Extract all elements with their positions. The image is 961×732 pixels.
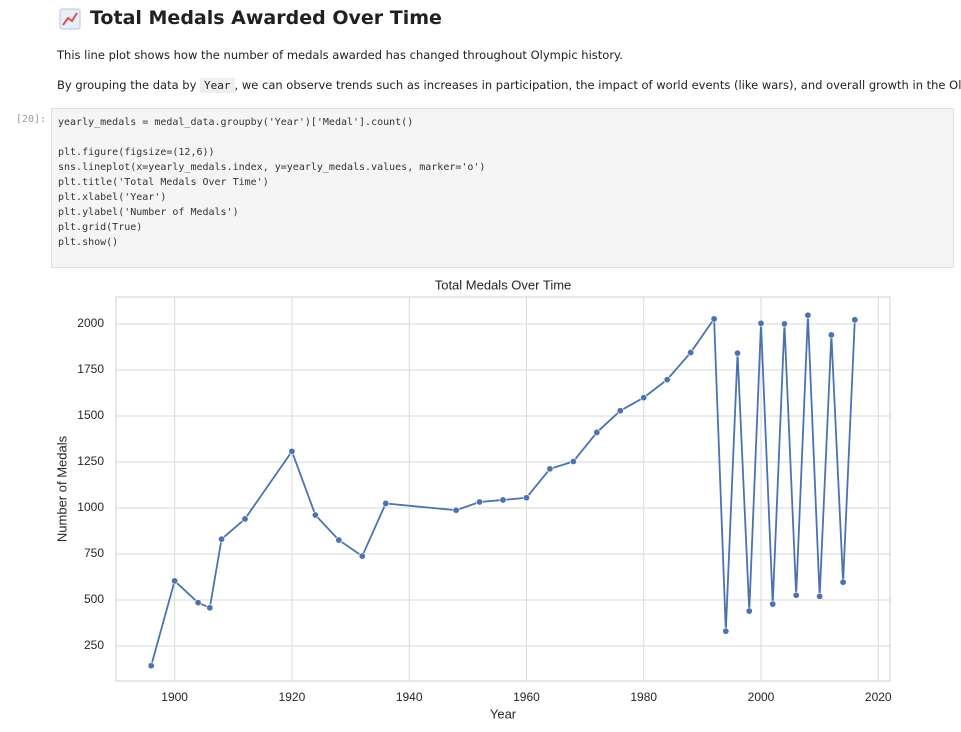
code-line: plt.xlabel('Year') <box>58 192 167 203</box>
code-line: plt.grid(True) <box>58 222 143 233</box>
data-point <box>827 331 835 339</box>
data-point <box>663 376 671 384</box>
x-tick-label: 1920 <box>279 690 306 704</box>
code-line: plt.show() <box>58 237 119 248</box>
code-line: plt.ylabel('Number of Medals') <box>58 207 239 218</box>
x-tick-label: 2020 <box>865 690 892 704</box>
chart-title: Total Medals Over Time <box>435 277 572 292</box>
heading: Total Medals Awarded Over Time <box>90 7 442 29</box>
chart: Total Medals Over Time Year Number of Me… <box>54 277 892 721</box>
y-tick-label: 1000 <box>77 500 104 514</box>
x-tick-label: 2000 <box>748 690 775 704</box>
data-point <box>194 599 202 607</box>
chart-icon <box>59 8 81 30</box>
x-tick-label: 1980 <box>630 690 657 704</box>
data-point <box>757 319 765 327</box>
data-point <box>745 607 753 615</box>
data-point <box>769 600 777 608</box>
data-point <box>546 465 554 473</box>
cell-prompt: [20]: <box>16 114 47 125</box>
code-line: yearly_medals = medal_data.groupby('Year… <box>58 117 414 128</box>
data-point <box>241 515 249 523</box>
data-point <box>616 407 624 415</box>
data-point <box>851 316 859 324</box>
data-point <box>499 496 507 504</box>
data-point <box>722 627 730 635</box>
y-tick-label: 750 <box>84 546 104 560</box>
y-tick-label: 500 <box>84 592 104 606</box>
data-point <box>792 591 800 599</box>
data-point <box>206 604 214 612</box>
data-point <box>335 536 343 544</box>
data-point <box>839 578 847 586</box>
y-tick-label: 2000 <box>77 316 104 330</box>
paragraph: By grouping the data by Year, we can obs… <box>57 78 961 93</box>
data-point <box>816 592 824 600</box>
data-point <box>311 511 319 519</box>
y-tick-label: 1750 <box>77 362 104 376</box>
y-axis-label: Number of Medals <box>54 435 69 542</box>
code-cell[interactable]: yearly_medals = medal_data.groupby('Year… <box>51 108 954 268</box>
code-line: plt.title('Total Medals Over Time') <box>58 177 269 188</box>
data-point <box>593 428 601 436</box>
data-point <box>522 494 530 502</box>
y-tick-label: 1250 <box>77 454 104 468</box>
paragraph: This line plot shows how the number of m… <box>57 48 623 62</box>
y-tick-label: 1500 <box>77 408 104 422</box>
data-point <box>687 349 695 357</box>
plot-frame <box>115 296 891 682</box>
data-point <box>734 349 742 357</box>
y-tick-label: 250 <box>84 638 104 652</box>
data-point <box>218 535 226 543</box>
data-point <box>288 447 296 455</box>
data-point <box>804 311 812 319</box>
x-tick-label: 1960 <box>513 690 540 704</box>
inline-code: Year <box>200 78 235 93</box>
data-point <box>569 457 577 465</box>
text: , we can observe trends such as increase… <box>234 78 961 92</box>
data-point <box>147 662 155 670</box>
x-tick-label: 1900 <box>161 690 188 704</box>
data-point <box>780 320 788 328</box>
code-line: sns.lineplot(x=yearly_medals.index, y=ye… <box>58 162 486 173</box>
data-point <box>171 577 179 585</box>
data-point <box>710 315 718 323</box>
code-line: plt.figure(figsize=(12,6)) <box>58 147 215 158</box>
data-point <box>476 498 484 506</box>
x-tick-label: 1940 <box>396 690 423 704</box>
text: By grouping the data by <box>57 78 197 92</box>
x-axis-label: Year <box>490 706 517 721</box>
data-point <box>382 499 390 507</box>
data-point <box>640 394 648 402</box>
data-point <box>452 506 460 514</box>
data-point <box>358 552 366 560</box>
